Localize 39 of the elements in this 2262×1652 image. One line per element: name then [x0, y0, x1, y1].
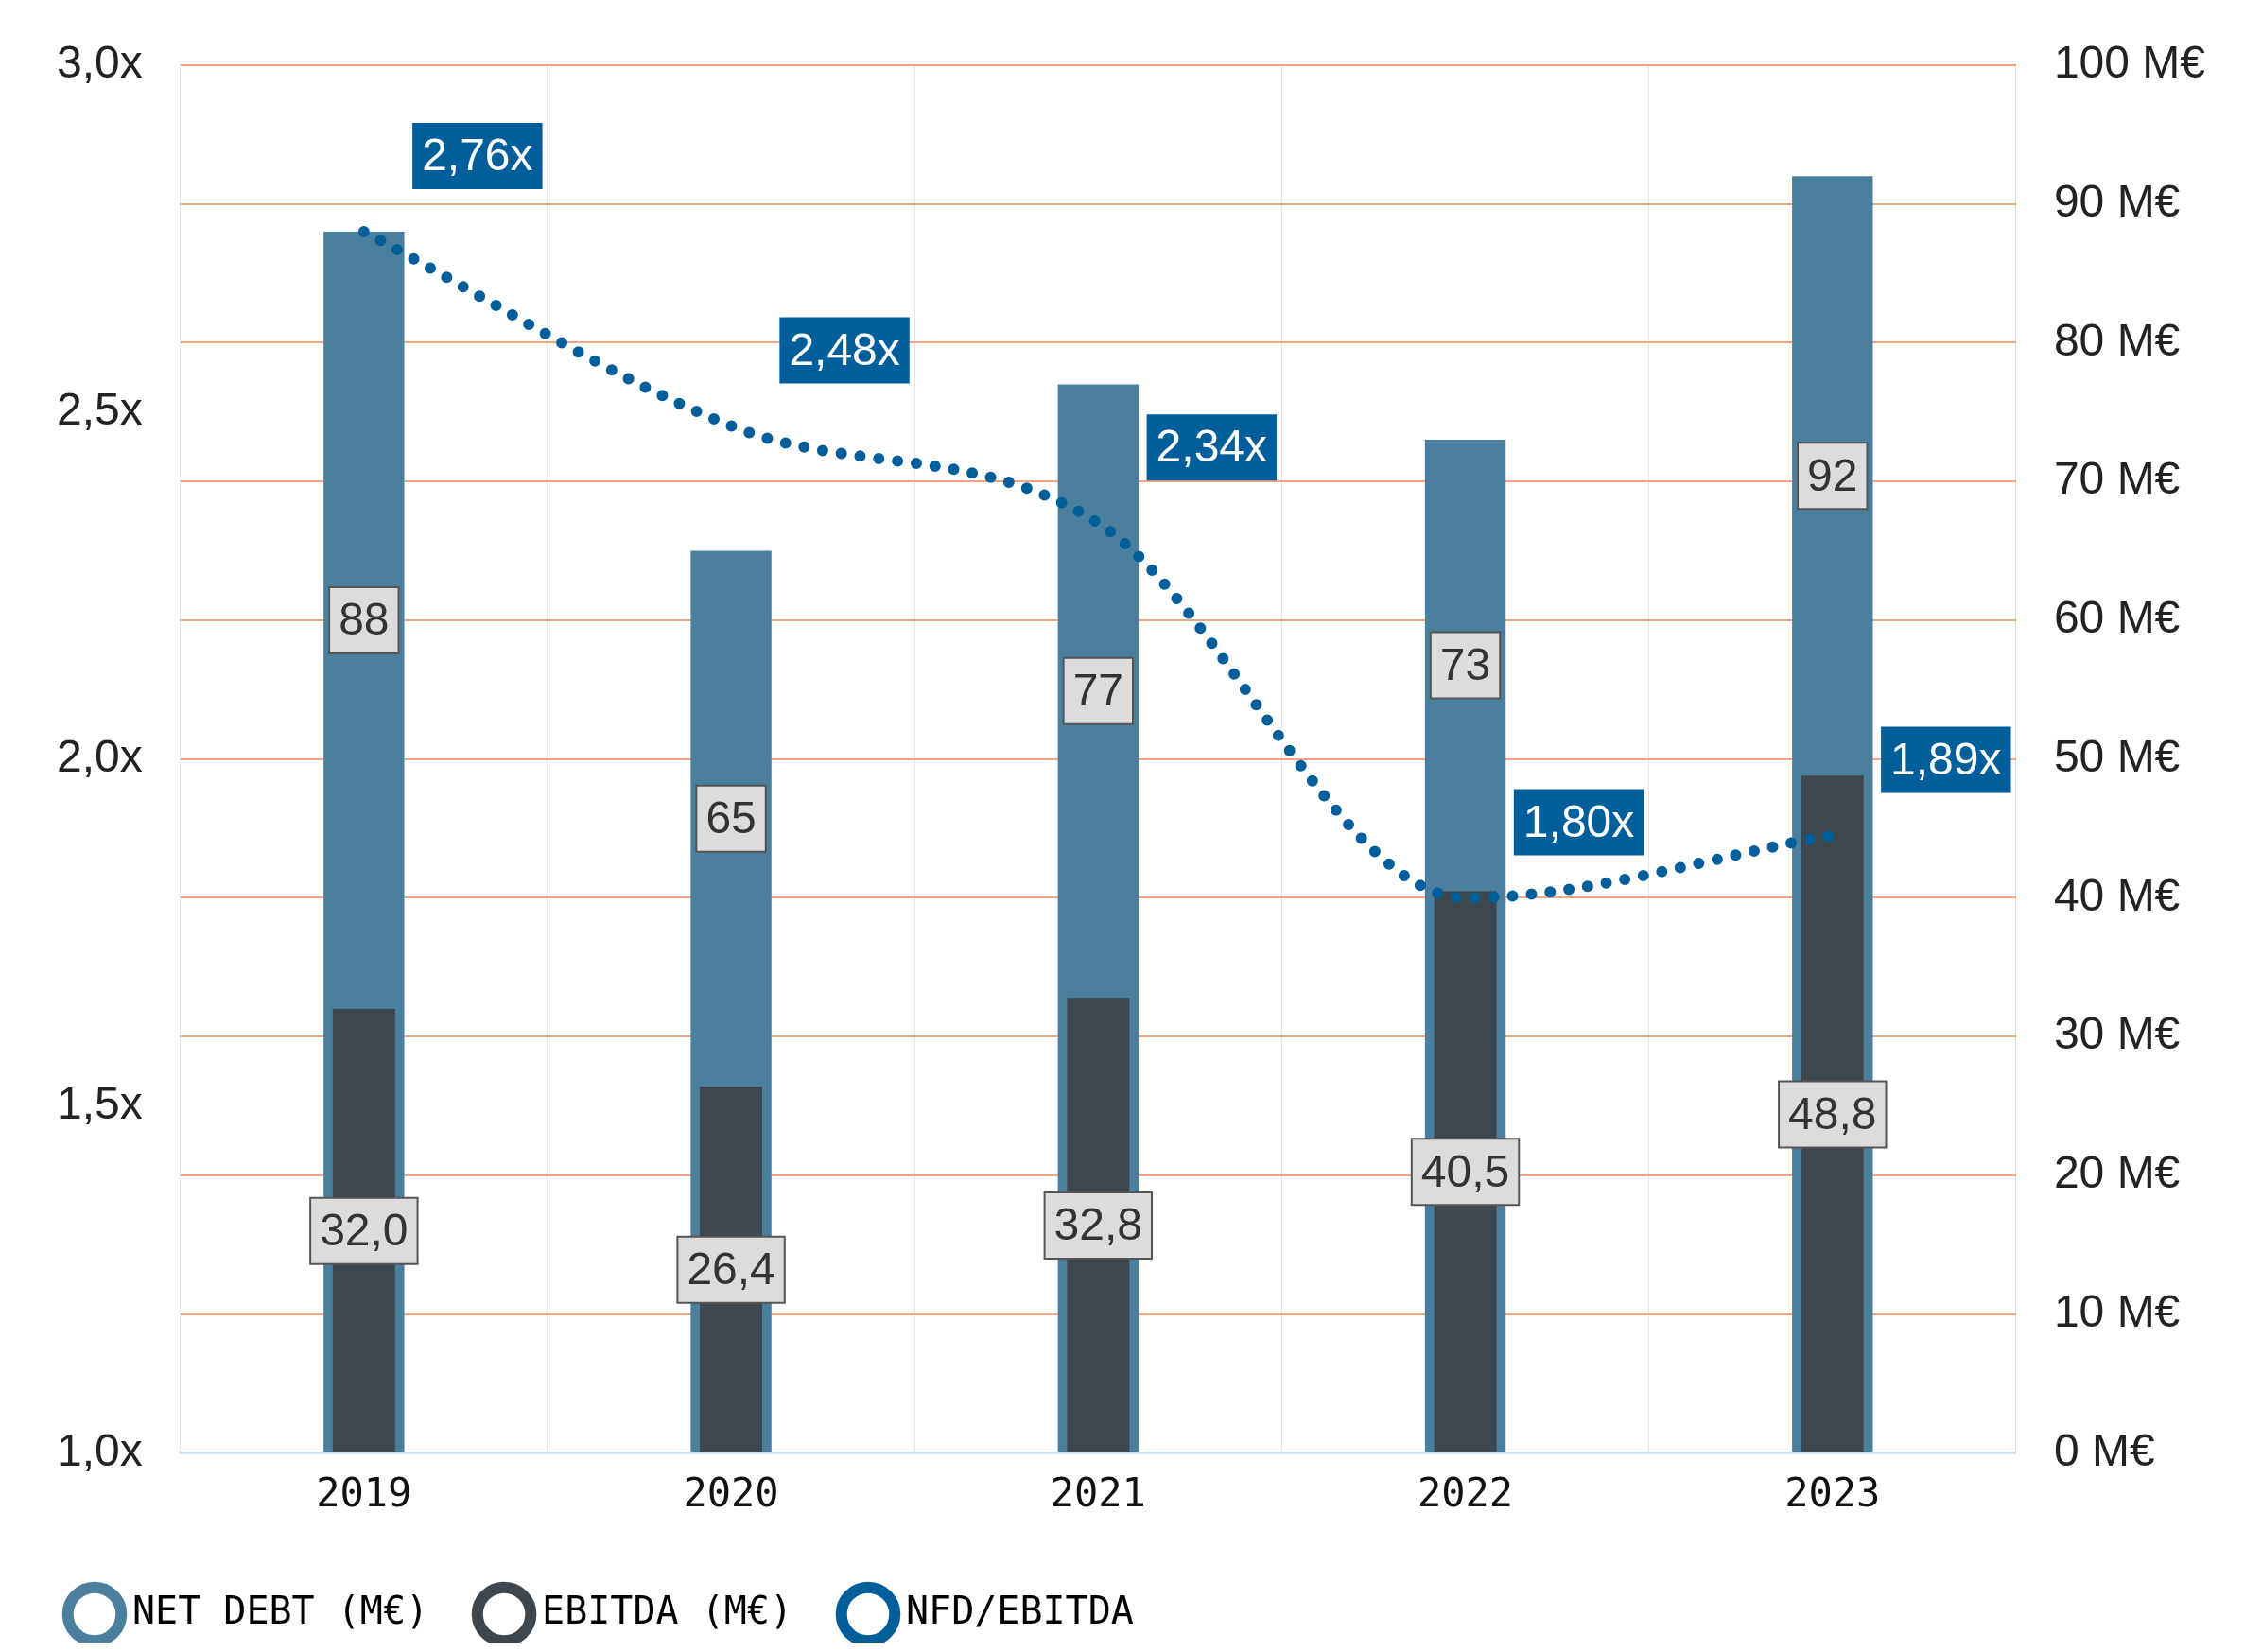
data-label: 26,4: [687, 1243, 775, 1295]
y2-tick-label: 10 M€: [2053, 1286, 2181, 1337]
y2-tick-label: 40 M€: [2053, 869, 2181, 920]
data-label: 65: [705, 792, 757, 843]
y2-tick-label: 80 M€: [2053, 314, 2181, 365]
x-tick-label: 2020: [683, 1469, 779, 1516]
y2-tick-label: 70 M€: [2053, 453, 2181, 504]
y2-tick-label: 100 M€: [2053, 37, 2206, 88]
y2-tick-label: 50 M€: [2053, 730, 2181, 781]
data-label: 73: [1439, 638, 1491, 689]
y2-tick-label: 0 M€: [2053, 1424, 2155, 1475]
legend-label: NET DEBT (M€): [132, 1589, 429, 1633]
y-tick-label: 2,0x: [56, 730, 143, 781]
data-label: 2,76x: [422, 130, 533, 181]
data-label: 1,80x: [1522, 795, 1635, 846]
x-tick-label: 2019: [316, 1469, 412, 1516]
x-tick-label: 2021: [1050, 1469, 1146, 1516]
data-label: 48,8: [1788, 1087, 1877, 1139]
data-label: 2,34x: [1156, 421, 1268, 472]
y2-tick-label: 90 M€: [2053, 175, 2181, 226]
y-tick-label: 3,0x: [56, 37, 143, 88]
y-tick-label: 1,5x: [56, 1077, 143, 1128]
x-tick-label: 2023: [1784, 1469, 1881, 1516]
y-tick-label: 1,0x: [56, 1424, 143, 1475]
data-label: 32,8: [1053, 1199, 1143, 1250]
x-tick-label: 2022: [1417, 1469, 1514, 1516]
data-label: 32,0: [320, 1204, 409, 1255]
data-label: 1,89x: [1890, 733, 2002, 784]
data-label: 40,5: [1420, 1145, 1510, 1196]
y-tick-label: 2,5x: [56, 383, 143, 434]
legend-label: NFD/EBITDA: [905, 1589, 1134, 1633]
y2-tick-label: 60 M€: [2053, 592, 2181, 643]
data-label: 2,48x: [789, 323, 900, 374]
data-label: 77: [1072, 665, 1124, 716]
data-label: 92: [1807, 449, 1858, 500]
data-label: 88: [339, 594, 390, 645]
y2-tick-label: 20 M€: [2053, 1147, 2181, 1198]
legend-label: EBITDA (M€): [542, 1589, 792, 1633]
y2-tick-label: 30 M€: [2053, 1008, 2181, 1059]
